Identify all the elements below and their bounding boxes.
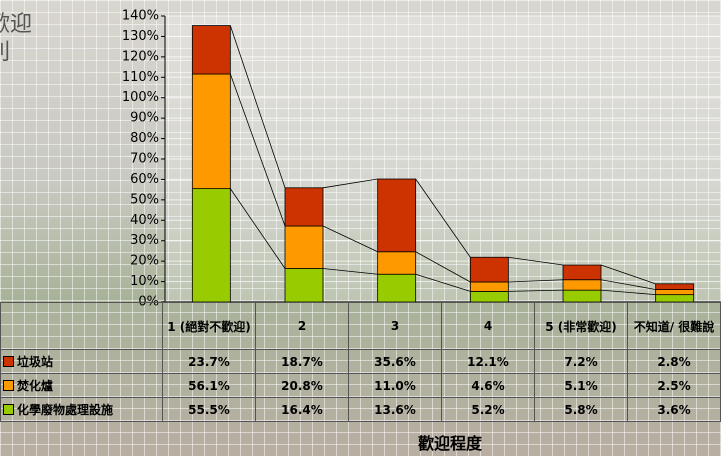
bar-segment [378,179,416,252]
bar-segment [470,291,508,302]
bar-segment [563,265,601,280]
corner-cell [1,303,163,350]
bar-segment [656,290,694,295]
bar-segment [656,284,694,290]
category-label: 4 [442,303,535,350]
page: 歡迎 則 0%10%20%30%40%50%60%70%80%90%100%11… [0,0,721,456]
category-label: 5 (非常歡迎) [535,303,628,350]
y-tick-label: 30% [130,233,159,248]
bar-segment [470,282,508,291]
y-tick-label: 80% [130,131,159,146]
legend-key [3,404,14,415]
bar-segment [563,280,601,290]
value-label: 23.7% [163,350,256,374]
value-label: 11.0% [349,374,442,398]
table-row: 焚化爐 56.1%20.8%11.0%4.6%5.1%2.5% [1,374,721,398]
value-label: 2.8% [628,350,721,374]
value-label: 16.4% [256,398,349,422]
category-label: 不知道/ 很難說 [628,303,721,350]
y-tick-label: 10% [130,274,159,289]
value-label: 55.5% [163,398,256,422]
legend-label: 化學廢物處理設施 [17,403,113,417]
value-label: 56.1% [163,374,256,398]
y-tick-label: 50% [130,192,159,207]
y-tick-label: 120% [122,49,159,64]
table-row: 化學廢物處理設施 55.5%16.4%13.6%5.2%5.8%3.6% [1,398,721,422]
legend-key [3,356,14,367]
y-tick-label: 90% [130,111,159,126]
value-label: 20.8% [256,374,349,398]
y-tick-label: 70% [130,152,159,167]
bar-segment [285,188,323,226]
bar-segment [285,268,323,302]
legend-cell: 化學廢物處理設施 [1,398,163,422]
bar-segment [192,74,230,189]
legend-key [3,380,14,391]
legend-label: 焚化爐 [17,379,53,393]
category-label: 2 [256,303,349,350]
value-label: 2.5% [628,374,721,398]
value-label: 5.1% [535,374,628,398]
bar-segment [563,290,601,302]
bar-segment [656,295,694,302]
value-label: 35.6% [349,350,442,374]
y-tick-label: 20% [130,254,159,269]
legend-cell: 垃圾站 [1,350,163,374]
value-label: 7.2% [535,350,628,374]
value-label: 3.6% [628,398,721,422]
category-label: 3 [349,303,442,350]
bar-segment [378,252,416,274]
value-label: 5.8% [535,398,628,422]
y-tick-label: 140% [122,9,159,24]
y-tick-label: 100% [122,90,159,105]
legend-cell: 焚化爐 [1,374,163,398]
y-tick-label: 40% [130,213,159,228]
x-axis-label: 歡迎程度 [380,430,520,454]
y-tick-label: 60% [130,172,159,187]
table-row: 垃圾站 23.7%18.7%35.6%12.1%7.2%2.8% [1,350,721,374]
y-tick-label: 110% [122,70,159,85]
category-label: 1 (絕對不歡迎) [163,303,256,350]
bar-segment [192,189,230,302]
value-label: 18.7% [256,350,349,374]
legend-label: 垃圾站 [17,355,53,369]
bar-segment [285,226,323,268]
value-label: 4.6% [442,374,535,398]
bar-segment [192,26,230,74]
value-label: 12.1% [442,350,535,374]
value-label: 13.6% [349,398,442,422]
bar-segment [378,274,416,302]
y-tick-label: 130% [122,29,159,44]
bar-segment [470,257,508,282]
value-label: 5.2% [442,398,535,422]
